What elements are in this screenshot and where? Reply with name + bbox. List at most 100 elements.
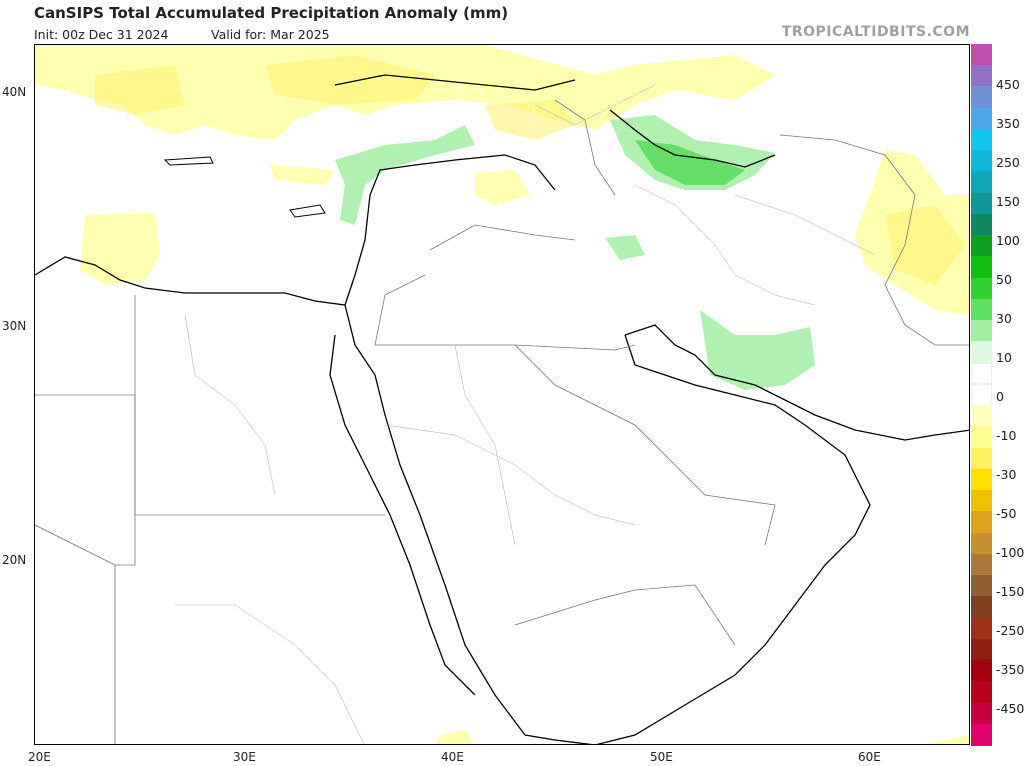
province-line-4 — [184, 314, 276, 496]
colorbar-label: -10 — [996, 428, 1017, 443]
border-west — [114, 295, 136, 744]
colorbar — [971, 44, 992, 746]
colorbar-swatch — [971, 235, 992, 257]
province-borders — [175, 84, 876, 744]
lon-label-60e: 60E — [858, 750, 881, 764]
colorbar-swatch — [971, 490, 992, 512]
border-chad — [35, 524, 116, 566]
map-canvas — [35, 45, 969, 744]
lon-label-40e: 40E — [441, 750, 464, 764]
colorbar-label: -350 — [996, 662, 1024, 677]
colorbar-label: 50 — [996, 272, 1012, 287]
dry-core-balkans — [95, 65, 185, 115]
coast-arabia-east — [596, 334, 871, 744]
colorbar-swatch — [971, 171, 992, 194]
page-title: CanSIPS Total Accumulated Precipitation … — [34, 4, 509, 22]
wet-area-zagros — [605, 235, 645, 260]
coast-iran — [624, 324, 969, 441]
colorbar-label: 30 — [996, 311, 1012, 326]
colorbar-label: 250 — [996, 155, 1020, 170]
dry-anomaly-stronger — [95, 55, 965, 285]
border-iraq — [429, 224, 576, 251]
colorbar-swatch — [971, 553, 992, 576]
coastlines — [35, 74, 969, 744]
province-line-2 — [454, 344, 516, 546]
colorbar-swatch — [971, 86, 992, 109]
province-line-5 — [175, 604, 365, 744]
colorbar-swatch — [971, 341, 992, 364]
coast-red-sea-west — [329, 334, 476, 696]
valid-time: Valid for: Mar 2025 — [211, 27, 330, 42]
colorbar-label: -250 — [996, 623, 1024, 638]
crete-outline — [163, 156, 214, 166]
colorbar-swatch — [971, 681, 992, 704]
wet-anomaly-areas — [335, 115, 815, 390]
lat-label-40n: 40N — [2, 85, 27, 99]
colorbar-swatch — [971, 511, 992, 534]
coast-black-sea — [334, 74, 576, 91]
colorbar-swatch — [971, 447, 992, 470]
border-iran-turkey — [554, 99, 616, 196]
colorbar-swatch — [971, 213, 992, 236]
colorbar-swatch — [971, 298, 992, 321]
border-yemen — [514, 584, 736, 646]
colorbar-swatch — [971, 426, 992, 449]
dry-area-cyprus-sea — [270, 165, 335, 185]
lat-label-20n: 20N — [2, 553, 27, 567]
colorbar-label: 350 — [996, 116, 1020, 131]
map-panel — [34, 44, 970, 745]
dry-core-turkey — [265, 55, 435, 105]
dry-area-sea-se — [925, 735, 969, 744]
dry-area-yemen-coast — [435, 730, 474, 744]
wet-area-iran-south — [700, 310, 815, 390]
colorbar-label: 150 — [996, 194, 1020, 209]
colorbar-swatch — [971, 128, 992, 151]
colorbar-label: -30 — [996, 467, 1017, 482]
dry-core-afghanistan — [885, 205, 965, 285]
colorbar-swatch — [971, 532, 992, 555]
islands — [163, 156, 326, 218]
province-line-7 — [534, 84, 656, 126]
wet-anomaly-stronger — [635, 140, 745, 185]
colorbar-label: -150 — [996, 584, 1024, 599]
colorbar-label: -450 — [996, 701, 1024, 716]
internal-borders — [35, 99, 969, 744]
brand-watermark: TROPICALTIDBITS.COM — [781, 24, 970, 40]
dry-anomaly-areas — [35, 45, 969, 744]
colorbar-swatch — [971, 192, 992, 215]
colorbar-label: -100 — [996, 545, 1024, 560]
colorbar-swatch — [971, 277, 992, 300]
wet-core-caspian — [635, 140, 745, 185]
wet-area-levant — [335, 125, 475, 225]
colorbar-swatch — [971, 362, 992, 385]
colorbar-label: 0 — [996, 389, 1004, 404]
border-iran-afghanistan — [779, 134, 969, 346]
colorbar-label: 10 — [996, 350, 1012, 365]
colorbar-swatch — [971, 702, 992, 725]
province-line-1 — [384, 424, 636, 526]
colorbar-swatch — [971, 44, 992, 66]
colorbar-swatch — [971, 638, 992, 661]
colorbar-swatch — [971, 468, 992, 491]
colorbar-swatch — [971, 405, 992, 427]
colorbar-label: 100 — [996, 233, 1020, 248]
border-libya-egypt — [35, 394, 385, 516]
border-saudi-east — [514, 344, 776, 546]
lat-label-30n: 30N — [2, 319, 27, 333]
colorbar-swatch — [971, 617, 992, 640]
colorbar-swatch — [971, 383, 992, 406]
dry-area-syria — [475, 170, 530, 205]
colorbar-swatch — [971, 107, 992, 130]
lon-label-50e: 50E — [650, 750, 673, 764]
colorbar-label: 450 — [996, 77, 1020, 92]
colorbar-swatch — [971, 256, 992, 279]
cyprus-outline — [289, 204, 326, 218]
coast-caspian-south — [609, 109, 776, 168]
colorbar-swatch — [971, 320, 992, 342]
colorbar-swatch — [971, 150, 992, 173]
dry-core-east-turkey — [485, 100, 575, 140]
init-time: Init: 00z Dec 31 2024 — [34, 27, 169, 42]
province-line-6 — [734, 194, 876, 256]
lon-label-30e: 30E — [233, 750, 256, 764]
colorbar-swatch — [971, 596, 992, 619]
